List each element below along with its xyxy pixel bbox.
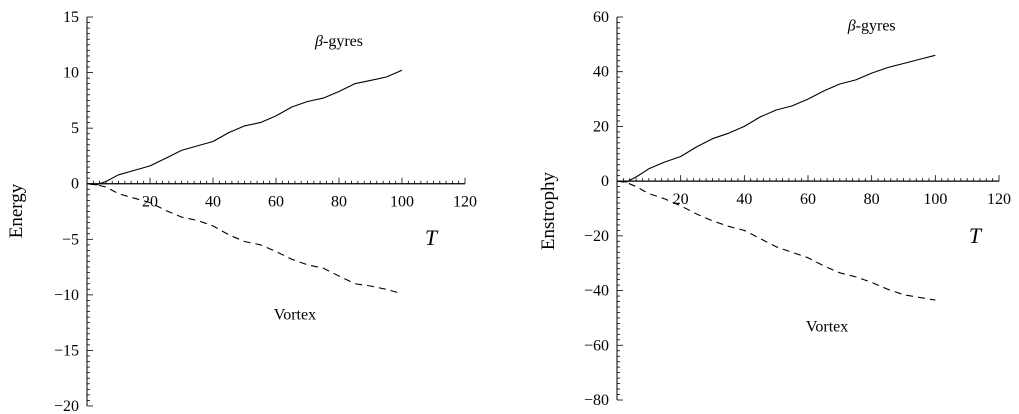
vortex-label: Vortex — [274, 306, 316, 323]
beta-symbol: β — [847, 18, 856, 35]
y-tick-label: 5 — [71, 120, 79, 137]
beta-symbol: β — [314, 33, 323, 50]
y-tick-label: 20 — [593, 118, 609, 135]
x-tick-label: 100 — [390, 194, 414, 211]
x-axis-title: T — [425, 225, 439, 250]
x-axis-title: T — [969, 223, 983, 248]
y-tick-label: −20 — [54, 398, 79, 414]
y-tick-label: −20 — [584, 228, 609, 245]
x-tick-label: 40 — [205, 194, 221, 211]
x-tick-label: 100 — [923, 191, 947, 208]
x-tick-label: 120 — [987, 191, 1011, 208]
y-tick-label: 60 — [593, 9, 609, 26]
beta-gyres-series-line — [86, 69, 403, 186]
y-axis-title: Enstrophy — [538, 171, 559, 250]
y-tick-label: 0 — [71, 176, 79, 193]
y-axis-title: Energy — [6, 183, 27, 238]
vortex-label: Vortex — [806, 319, 848, 336]
x-tick-label: 80 — [864, 191, 880, 208]
x-tick-label: 120 — [453, 194, 477, 211]
y-tick-label: −5 — [62, 231, 79, 248]
beta-gyres-label: β-gyres — [847, 18, 896, 35]
y-tick-label: −80 — [584, 392, 609, 409]
y-tick-label: 10 — [63, 65, 79, 82]
gyres-text: -gyres — [856, 18, 896, 35]
y-tick-label: 15 — [63, 9, 79, 26]
vortex-series-line — [86, 183, 403, 295]
x-tick-label: 40 — [736, 191, 752, 208]
gyres-text: -gyres — [323, 33, 363, 50]
y-tick-label: 40 — [593, 64, 609, 81]
y-tick-label: −10 — [54, 287, 79, 304]
x-tick-label: 60 — [268, 194, 284, 211]
y-tick-label: −60 — [584, 337, 609, 354]
beta-gyres-label: β-gyres — [314, 33, 363, 50]
x-tick-label: 20 — [673, 191, 689, 208]
vortex-series-line — [616, 180, 936, 301]
y-tick-label: −40 — [584, 283, 609, 300]
x-tick-label: 80 — [331, 194, 347, 211]
x-tick-label: 60 — [800, 191, 816, 208]
enstrophy-chart: 20 40 60 80 100 120 60 40 20 0 −20 −40 −60 −80 Enstrop… — [538, 9, 1011, 409]
y-tick-label: −15 — [54, 342, 79, 359]
beta-gyres-series-line — [616, 54, 936, 183]
y-tick-label: 0 — [601, 173, 609, 190]
